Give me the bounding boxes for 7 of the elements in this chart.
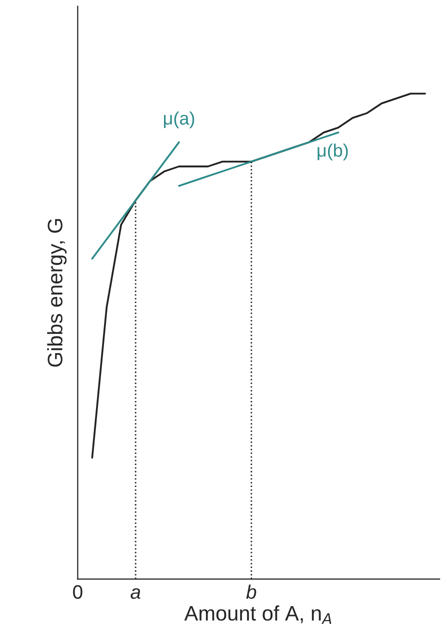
y-axis-title: Gibbs energy, G	[47, 219, 67, 367]
x-tick-label: b	[246, 584, 256, 599]
annotation: μ(b)	[318, 144, 348, 160]
x-axis-title: Amount of A, n$_{A}$	[184, 605, 332, 624]
annotation: μ(a)	[164, 111, 194, 128]
x-tick-label: 0	[73, 585, 82, 599]
x-tick-label: a	[130, 588, 140, 599]
